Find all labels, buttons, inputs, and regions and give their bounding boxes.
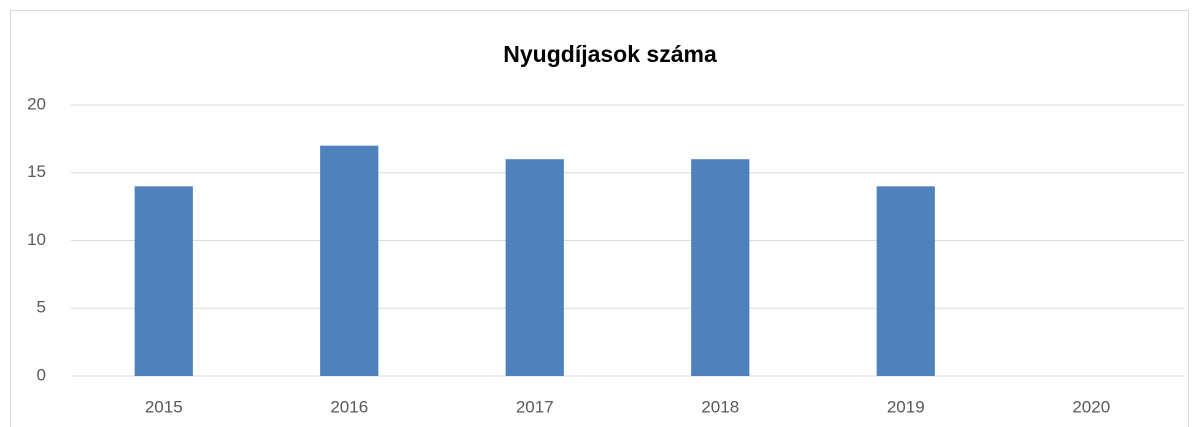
- chart-frame: [10, 10, 1189, 427]
- bar: [691, 159, 750, 376]
- x-tick-label: 2019: [887, 397, 925, 416]
- y-tick-label: 5: [37, 298, 46, 317]
- y-tick-label: 20: [27, 94, 46, 113]
- x-tick-label: 2015: [145, 397, 183, 416]
- chart-title: Nyugdíjasok száma: [503, 41, 717, 67]
- x-tick-label: 2020: [1072, 397, 1110, 416]
- bar: [134, 186, 193, 376]
- bar: [320, 145, 379, 376]
- x-tick-label: 2018: [701, 397, 739, 416]
- y-tick-label: 10: [27, 230, 46, 249]
- y-tick-label: 0: [37, 365, 46, 384]
- bar: [505, 159, 564, 376]
- x-tick-label: 2017: [516, 397, 554, 416]
- bar: [876, 186, 935, 376]
- y-tick-label: 15: [27, 162, 46, 181]
- x-tick-label: 2016: [330, 397, 368, 416]
